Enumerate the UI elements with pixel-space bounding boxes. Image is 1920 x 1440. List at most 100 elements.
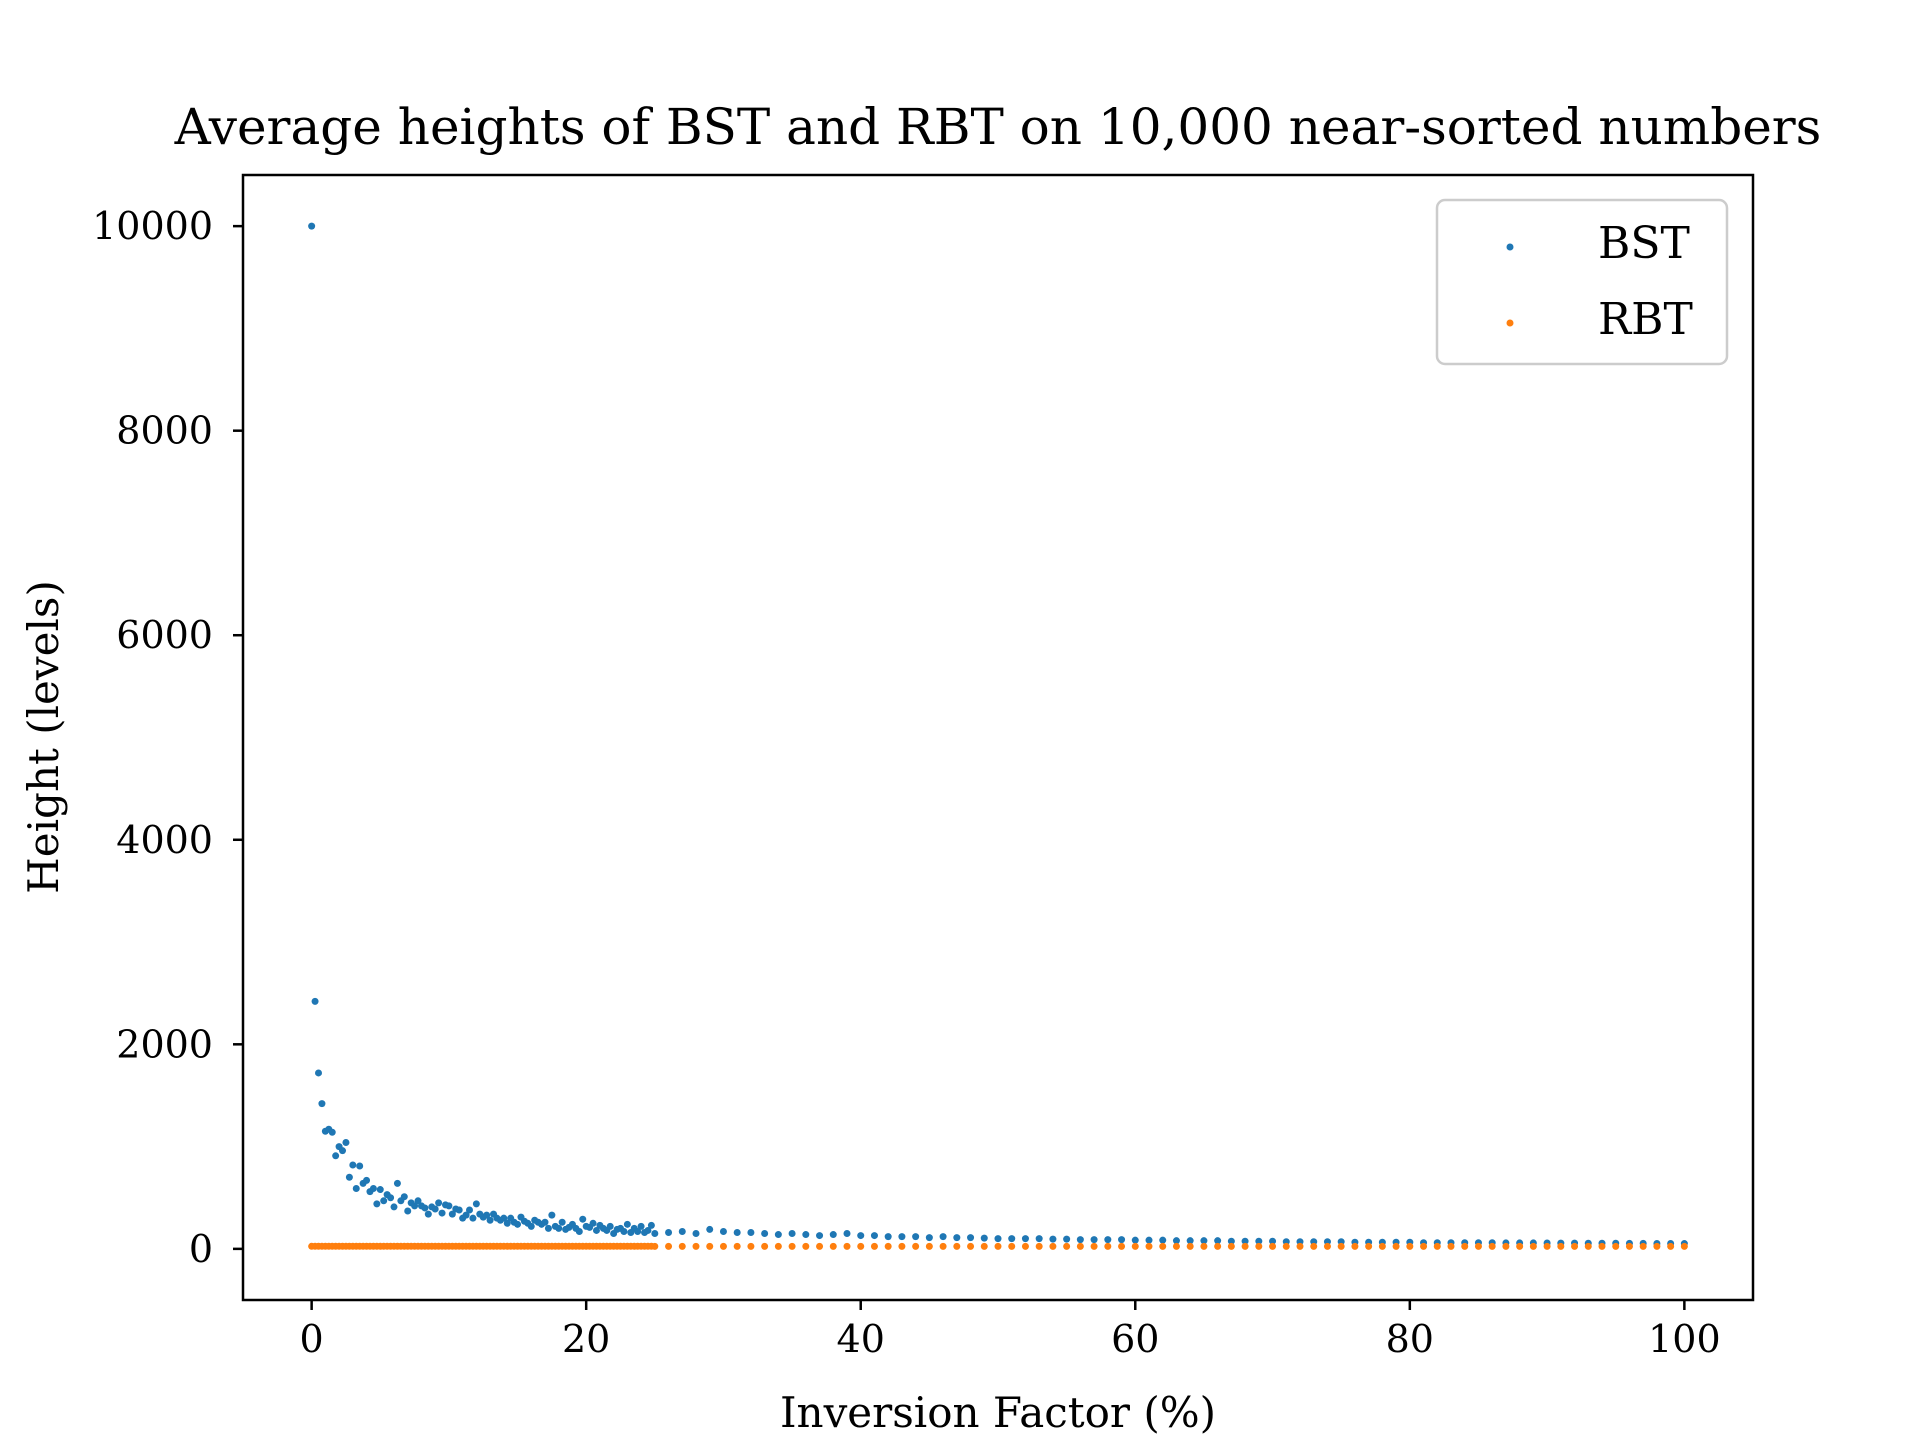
rbt-point — [1584, 1242, 1592, 1250]
bst-point — [579, 1215, 587, 1223]
rbt-point — [1392, 1242, 1400, 1250]
bst-point — [829, 1231, 837, 1239]
bst-point — [311, 997, 319, 1005]
bst-point — [980, 1234, 988, 1242]
series-bst — [308, 222, 1688, 1248]
bst-point — [1021, 1235, 1029, 1243]
bst-point — [400, 1193, 408, 1201]
rbt-point — [1021, 1242, 1029, 1250]
y-tick-label: 4000 — [116, 818, 213, 862]
bst-point — [637, 1222, 645, 1230]
bst-point — [1145, 1236, 1153, 1244]
bst-point — [1063, 1235, 1071, 1243]
bst-point — [390, 1203, 398, 1211]
rbt-point — [1337, 1242, 1345, 1250]
rbt-point — [816, 1242, 824, 1250]
bst-point — [455, 1206, 463, 1214]
legend: BST RBT — [1435, 198, 1729, 366]
rbt-point — [1296, 1242, 1304, 1250]
rbt-point — [706, 1242, 714, 1250]
rbt-point — [1680, 1242, 1688, 1250]
rbt-point — [1488, 1242, 1496, 1250]
rbt-point — [1090, 1242, 1098, 1250]
x-tick-label: 20 — [562, 1317, 610, 1361]
bst-point — [558, 1218, 566, 1226]
bst-point — [967, 1234, 975, 1242]
rbt-point — [1145, 1242, 1153, 1250]
bst-point — [678, 1227, 686, 1235]
bst-point — [774, 1231, 782, 1239]
bst-point — [342, 1139, 350, 1146]
bst-point — [1255, 1237, 1263, 1245]
rbt-point — [829, 1242, 837, 1250]
rbt-point — [733, 1242, 741, 1250]
bst-point — [747, 1229, 755, 1236]
rbt-point — [1351, 1242, 1359, 1250]
rbt-point — [1063, 1242, 1071, 1250]
bst-point — [414, 1197, 422, 1205]
data-points — [308, 222, 1688, 1250]
bst-point — [500, 1214, 508, 1222]
bst-point — [939, 1233, 947, 1241]
bst-point — [733, 1229, 741, 1236]
rbt-point — [1172, 1242, 1180, 1250]
bst-point — [898, 1233, 906, 1241]
x-tick-label: 0 — [300, 1317, 324, 1361]
bst-point — [1104, 1236, 1112, 1244]
rbt-point — [953, 1242, 961, 1250]
rbt-point — [1269, 1242, 1277, 1250]
bst-point — [788, 1230, 796, 1238]
rbt-point — [1529, 1242, 1537, 1250]
bst-point — [369, 1185, 377, 1193]
bst-point — [356, 1162, 364, 1170]
rbt-point — [1612, 1242, 1620, 1250]
bst-point — [318, 1100, 326, 1108]
rbt-point — [1516, 1242, 1524, 1250]
rbt-point — [843, 1242, 851, 1250]
bst-point — [328, 1128, 336, 1136]
rbt-point — [802, 1242, 810, 1250]
bst-point — [411, 1202, 419, 1210]
rbt-point — [1571, 1242, 1579, 1250]
bst-point — [363, 1176, 371, 1184]
bst-point — [339, 1147, 347, 1155]
bst-point — [692, 1230, 700, 1238]
bst-point — [376, 1186, 384, 1194]
rbt-point — [1310, 1242, 1318, 1250]
chart-title: Average heights of BST and RBT on 10,000… — [174, 98, 1822, 156]
rbt-point — [1131, 1242, 1139, 1250]
bst-point — [1241, 1237, 1249, 1245]
rbt-point — [1543, 1242, 1551, 1250]
bst-point — [1049, 1235, 1057, 1243]
bst-point — [435, 1199, 443, 1207]
bst-point — [1200, 1237, 1208, 1245]
y-tick-label: 6000 — [116, 613, 213, 657]
rbt-point — [994, 1242, 1002, 1250]
bst-point — [555, 1224, 563, 1232]
rbt-point — [1557, 1242, 1565, 1250]
y-tick-label: 10000 — [92, 204, 213, 248]
y-axis-label: Height (levels) — [19, 580, 68, 894]
rbt-point — [1035, 1242, 1043, 1250]
bst-point — [925, 1234, 933, 1242]
bst-point — [404, 1207, 412, 1215]
bst-point — [623, 1220, 631, 1228]
bst-point — [483, 1211, 491, 1219]
rbt-point — [1227, 1242, 1235, 1250]
bst-point — [462, 1211, 470, 1219]
rbt-point — [761, 1242, 769, 1250]
bst-point — [315, 1069, 322, 1077]
bst-point — [592, 1226, 600, 1234]
rbt-point — [1241, 1242, 1249, 1250]
bst-point — [857, 1232, 865, 1240]
y-axis-ticks: 0 2000 4000 6000 8000 10000 — [92, 204, 243, 1271]
bst-point — [466, 1206, 473, 1214]
bst-point — [1269, 1237, 1277, 1245]
rbt-point — [884, 1242, 892, 1250]
bst-point — [548, 1211, 556, 1219]
legend-label-bst: BST — [1598, 218, 1690, 269]
bst-point — [421, 1204, 429, 1212]
plot-frame — [241, 173, 1755, 1302]
rbt-point — [1049, 1242, 1057, 1250]
